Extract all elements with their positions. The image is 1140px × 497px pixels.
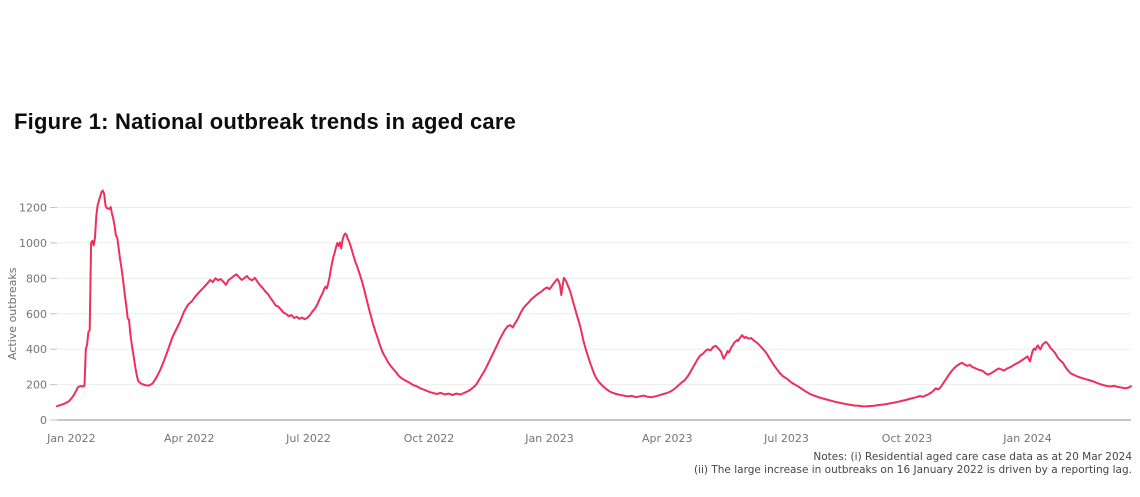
x-tick-label: Jan 2024 <box>1002 432 1051 445</box>
y-tick-label: 600 <box>26 308 47 321</box>
y-tick-label: 400 <box>26 343 47 356</box>
note-line-1: Notes: (i) Residential aged care case da… <box>813 451 1132 463</box>
y-tick-label: 800 <box>26 272 47 285</box>
x-tick-label: Apr 2022 <box>164 432 215 445</box>
x-tick-label: Jan 2022 <box>46 432 95 445</box>
y-tick-label: 200 <box>26 379 47 392</box>
x-tick-label: Jan 2023 <box>524 432 573 445</box>
x-tick-label: Jul 2022 <box>285 432 331 445</box>
active-outbreaks-line <box>56 189 1132 408</box>
x-tick-label: Oct 2022 <box>404 432 455 445</box>
x-tick-label: Apr 2023 <box>642 432 693 445</box>
y-tick-label: 1000 <box>19 237 47 250</box>
x-tick-label: Jul 2023 <box>763 432 809 445</box>
y-axis-title: Active outbreaks <box>6 267 19 360</box>
chart-notes: Notes: (i) Residential aged care case da… <box>694 451 1132 477</box>
y-tick-label: 0 <box>40 414 47 427</box>
note-line-2: (ii) The large increase in outbreaks on … <box>693 464 1132 476</box>
figure-title: Figure 1: National outbreak trends in ag… <box>14 109 517 134</box>
y-tick-label: 1200 <box>19 202 47 215</box>
x-tick-label: Oct 2023 <box>882 432 933 445</box>
